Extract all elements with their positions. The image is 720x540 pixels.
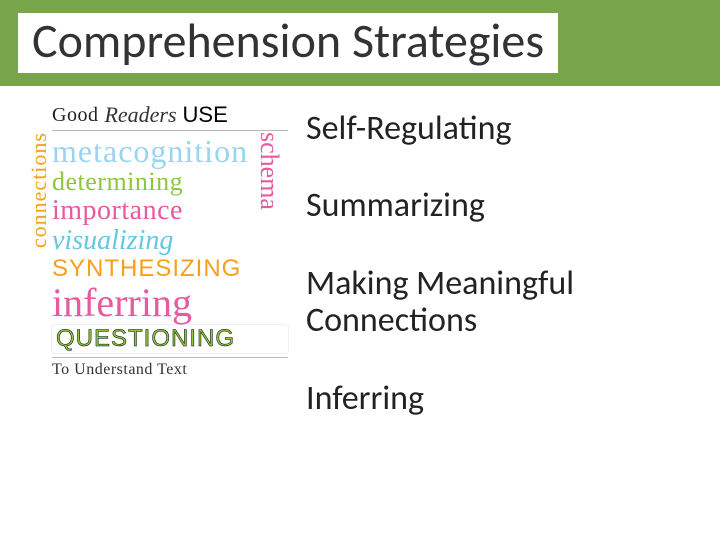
wordart-schema: schema	[254, 132, 284, 210]
wordart-readers: Readers	[104, 104, 176, 126]
wordart-importance: importance	[52, 197, 288, 225]
wordart-good: Good	[52, 105, 98, 125]
wordart-visualizing: visualizing	[52, 227, 288, 255]
wordart-metacognition: metacognition	[52, 135, 288, 167]
strategy-item: Inferring	[306, 380, 706, 417]
strategies-list: Self-Regulating Summarizing Making Meani…	[306, 104, 706, 417]
title-bar: Comprehension Strategies	[0, 0, 720, 86]
strategy-item: Self-Regulating	[306, 110, 706, 147]
wordart-graphic: connections schema Good Readers USE meta…	[28, 104, 288, 417]
strategy-item: Making Meaningful Connections	[306, 265, 706, 340]
wordart-determining: determining	[52, 169, 288, 195]
wordart-questioning-box: QUESTIONING	[52, 325, 288, 353]
content-area: connections schema Good Readers USE meta…	[0, 86, 720, 417]
wordart-synthesizing: SYNTHESIZING	[52, 257, 288, 281]
divider	[52, 357, 288, 358]
divider	[52, 130, 288, 131]
wordart-inferring: inferring	[52, 283, 288, 323]
strategy-item: Summarizing	[306, 187, 706, 224]
page-title: Comprehension Strategies	[18, 13, 558, 74]
wordart-connections: connections	[26, 132, 52, 248]
wordart-row-good-readers-use: Good Readers USE	[52, 104, 288, 126]
wordart-use: USE	[183, 104, 228, 126]
wordart-understand: To Understand Text	[52, 362, 288, 378]
wordart-side-left: connections	[26, 132, 52, 248]
wordart-questioning: QUESTIONING	[56, 325, 235, 352]
